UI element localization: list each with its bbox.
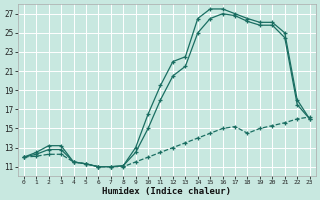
X-axis label: Humidex (Indice chaleur): Humidex (Indice chaleur) [102,187,231,196]
